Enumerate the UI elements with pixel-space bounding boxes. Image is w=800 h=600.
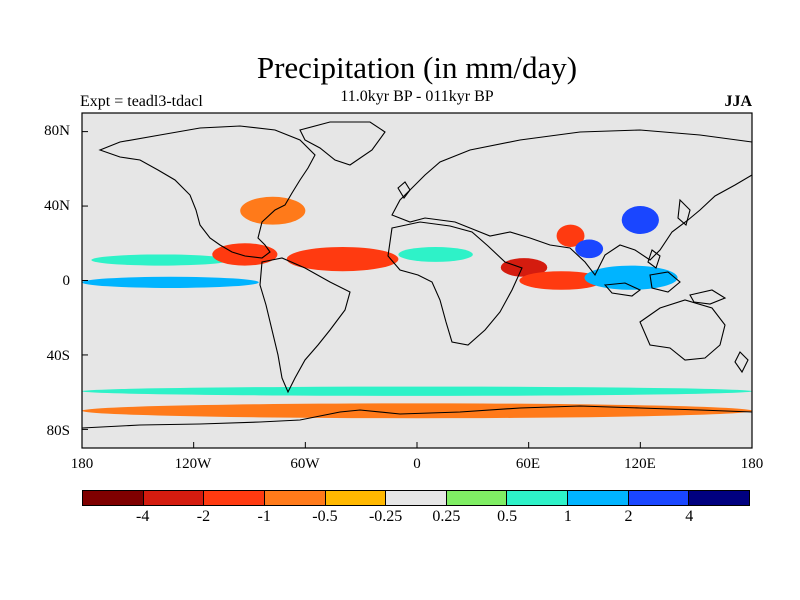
lat-tick-0: 0 [62, 273, 71, 289]
colorbar-label: 2 [624, 508, 633, 525]
colorbar [82, 490, 750, 506]
lon-tick-180e: 180 [740, 456, 764, 472]
lat-tick-40n: 40N [44, 198, 70, 214]
anomaly-layer [82, 196, 752, 419]
colorbar-swatch [204, 491, 265, 505]
colorbar-swatch [507, 491, 569, 505]
colorbar-label: -0.5 [312, 508, 338, 525]
lon-tick-60e: 60E [515, 456, 541, 472]
anomaly-central-america-dry [212, 243, 278, 266]
anomaly-bay-of-bengal-wet [575, 239, 604, 259]
season-label: JJA [724, 93, 752, 110]
chart-subtitle: 11.0kyr BP - 011kyr BP [340, 88, 494, 105]
anomaly-maritime-continent-wet [584, 265, 678, 290]
colorbar-swatch [689, 491, 750, 505]
lat-tick-40s: 40S [46, 348, 70, 364]
chart-title: Precipitation (in mm/day) [256, 50, 578, 85]
colorbar-swatch [386, 491, 447, 505]
colorbar-label: -4 [136, 508, 150, 525]
anomaly-southern-ocean-dry [82, 403, 752, 419]
colorbar-swatch [83, 491, 144, 505]
lon-tick-180w: 180 [70, 456, 94, 472]
anomaly-arabian-sea-dry [500, 258, 548, 277]
colorbar-label: 0.25 [432, 508, 461, 525]
lat-tick-80s: 80S [46, 423, 70, 439]
colorbar-label: -2 [196, 508, 211, 525]
colorbar-label: 0.5 [497, 508, 518, 525]
colorbar-swatch [143, 491, 205, 505]
colorbar-swatch [568, 491, 629, 505]
experiment-label: Expt = teadl3-tdacl [80, 93, 203, 110]
colorbar-label: -1 [257, 508, 271, 525]
anomaly-indian-ocean-dry [519, 271, 604, 290]
lon-tick-120w: 120W [174, 456, 212, 472]
anomaly-india-monsoon-dry [556, 224, 585, 247]
anomaly-tropical-pacific-band [91, 254, 231, 266]
lon-tick-0: 0 [413, 456, 421, 472]
anomaly-us-east-dry [240, 196, 306, 225]
anomaly-southern-ocean-wet [82, 386, 752, 396]
lon-tick-120e: 120E [624, 456, 656, 472]
colorbar-label: -0.25 [368, 508, 403, 525]
colorbar-swatch [628, 491, 690, 505]
lon-tick-60w: 60W [290, 456, 320, 472]
coastlines [82, 121, 752, 429]
colorbar-swatch [264, 491, 326, 505]
anomaly-east-asia-wet [621, 206, 659, 234]
lat-tick-80n: 80N [44, 123, 70, 139]
anomaly-sahel-wet [398, 247, 473, 262]
colorbar-swatch [325, 491, 387, 505]
colorbar-label: 1 [563, 508, 572, 525]
colorbar-swatch [446, 491, 508, 505]
colorbar-label: 4 [685, 508, 694, 525]
anomaly-north-atlantic-dry [286, 247, 399, 272]
anomaly-equatorial-pacific-wet [82, 276, 259, 288]
